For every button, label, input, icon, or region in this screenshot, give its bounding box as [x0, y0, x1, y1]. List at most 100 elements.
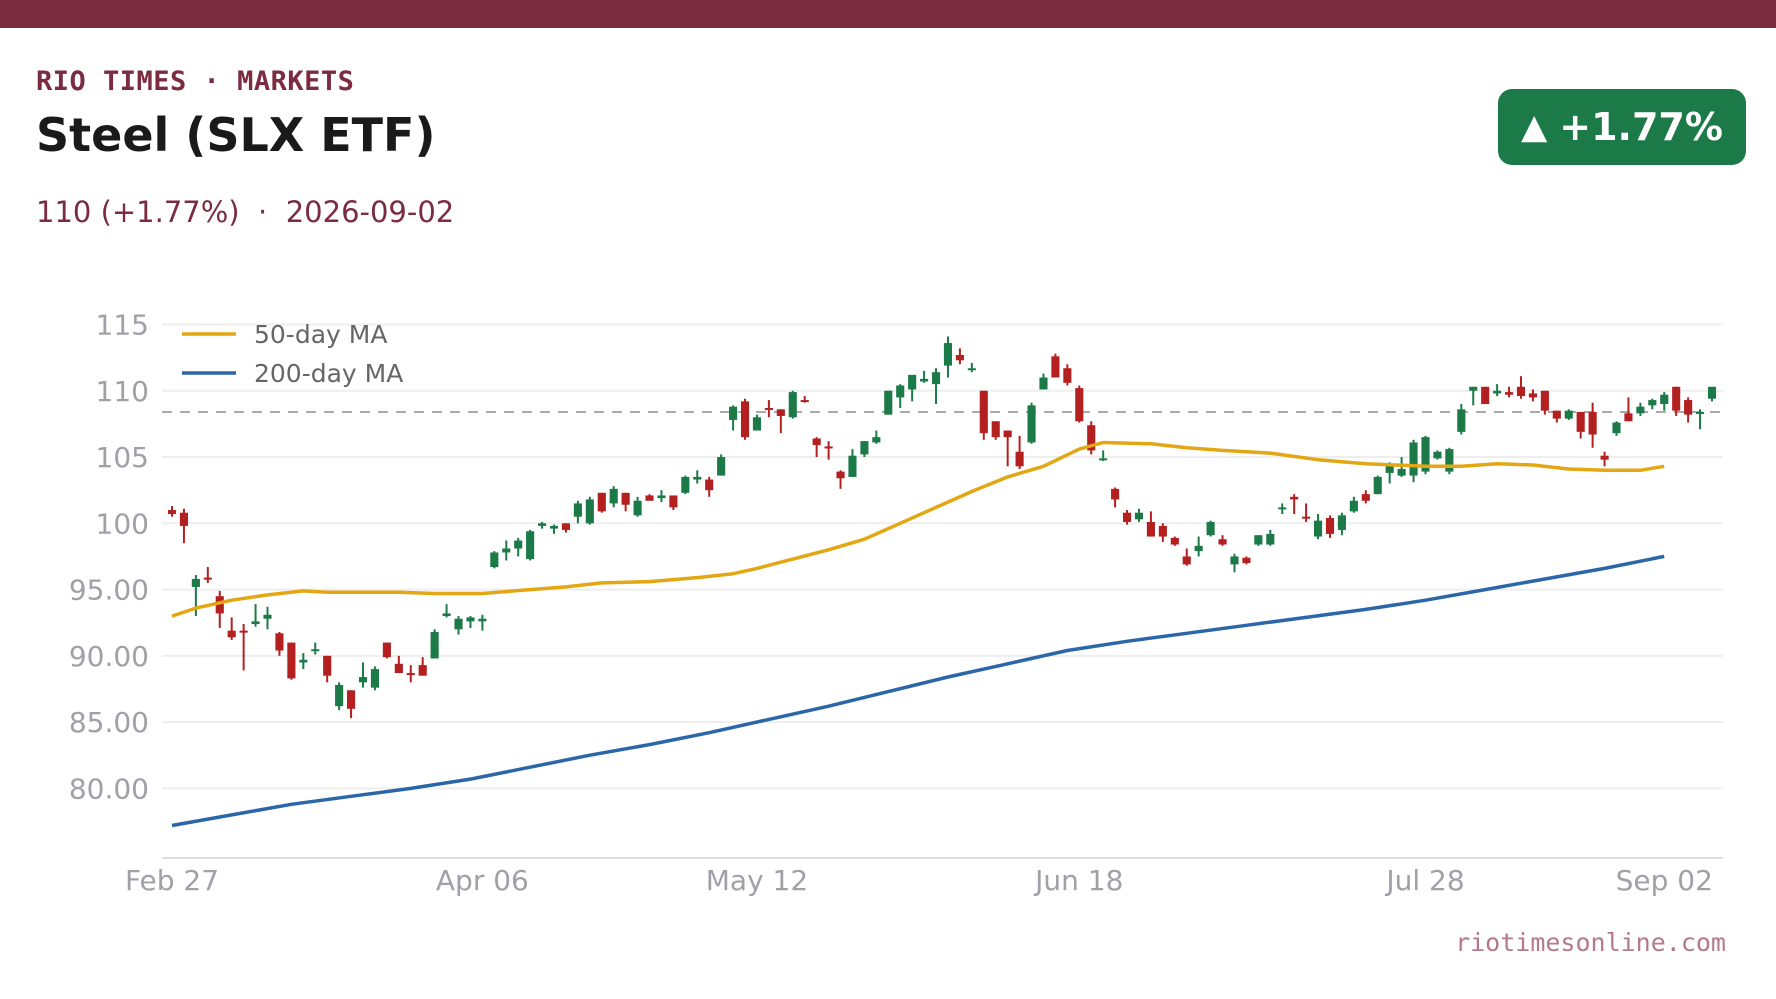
candle-up — [657, 490, 666, 503]
candle-down — [979, 390, 988, 440]
candle-body — [931, 372, 941, 385]
candle-body — [549, 525, 559, 529]
candle-down — [645, 494, 654, 501]
candle-body — [1660, 394, 1669, 405]
candle-body — [1564, 410, 1573, 419]
candle-body — [1445, 449, 1454, 472]
candle-down — [1600, 451, 1609, 467]
candle-up — [526, 529, 535, 561]
candle-body — [167, 510, 177, 515]
candle-body — [788, 392, 797, 418]
candle-up — [1313, 514, 1323, 540]
x-tick-label: Feb 27 — [125, 864, 219, 897]
candle-body — [538, 523, 547, 526]
candle-body — [466, 617, 475, 622]
candle-body — [729, 406, 738, 420]
x-tick-label: Sep 02 — [1616, 864, 1713, 897]
candle-body — [1337, 515, 1346, 530]
legend-ma50-label: 50-day MA — [254, 320, 387, 349]
candle-down — [1051, 353, 1060, 378]
candle-down — [669, 495, 678, 511]
candle-up — [633, 496, 642, 517]
candle-body — [526, 531, 535, 560]
candle-body — [1218, 539, 1227, 545]
candle-body — [1636, 406, 1645, 414]
candle-body — [1528, 393, 1537, 398]
candle-body — [836, 471, 845, 479]
candle-body — [1242, 557, 1251, 564]
candle-body — [1421, 437, 1430, 472]
candle-body — [991, 421, 1000, 438]
candle-body — [1015, 451, 1024, 467]
candle-body — [1409, 442, 1418, 476]
candle-body — [1099, 458, 1108, 461]
candle-body — [776, 409, 785, 416]
candle-body — [1612, 422, 1621, 434]
candle-body — [215, 596, 224, 614]
candle-body — [860, 441, 869, 455]
candle-body — [347, 690, 356, 709]
candle-up — [1612, 421, 1621, 436]
candle-up — [752, 414, 762, 431]
candle-down — [1624, 397, 1633, 422]
candle-down — [1075, 385, 1084, 423]
candle-body — [1230, 556, 1239, 565]
candle-body — [1588, 411, 1597, 435]
candle-body — [717, 457, 726, 476]
candle-down — [418, 657, 427, 676]
candle-body — [299, 659, 308, 663]
candle-up — [454, 616, 463, 635]
candle-down — [406, 665, 415, 683]
ma50-line — [171, 440, 1665, 618]
candle-up — [1636, 402, 1645, 416]
candle-up — [442, 604, 451, 618]
candle-down — [1111, 487, 1120, 508]
candle-up — [943, 336, 953, 378]
candle-body — [1385, 463, 1394, 473]
change-badge: ▲ +1.77% — [1498, 89, 1746, 165]
candle-body — [430, 631, 439, 659]
candle-body — [203, 577, 212, 580]
x-tick-label: Jul 28 — [1384, 864, 1464, 897]
candle-body — [896, 385, 905, 398]
candle-body — [1707, 386, 1717, 399]
candle-up — [502, 540, 511, 561]
candle-body — [812, 438, 821, 446]
candle-down — [1552, 410, 1561, 423]
candle-body — [1493, 390, 1502, 394]
candle-up — [1206, 520, 1215, 537]
publication-kicker: RIO TIMES · MARKETS — [36, 66, 355, 97]
candle-body — [1576, 411, 1585, 432]
candle-body — [573, 503, 582, 517]
ma200-line — [171, 554, 1665, 828]
y-tick-label: 100 — [96, 507, 149, 540]
candle-body — [1003, 430, 1012, 438]
candle-up — [1194, 536, 1203, 557]
y-tick-label: 105 — [96, 441, 149, 474]
legend-ma200-label: 200-day MA — [254, 359, 403, 388]
candle-body — [502, 548, 511, 553]
candle-down — [1576, 411, 1585, 439]
candle-up — [729, 405, 738, 431]
candle-up — [1648, 398, 1657, 410]
candle-body — [669, 495, 678, 508]
candle-down — [382, 642, 391, 659]
candle-down — [1540, 390, 1549, 415]
candle-down — [1516, 376, 1526, 399]
candle-body — [908, 374, 917, 390]
candle-body — [633, 500, 642, 516]
candle-down — [1361, 490, 1370, 504]
candle-body — [609, 488, 618, 504]
candle-body — [251, 621, 260, 625]
candle-up — [490, 551, 499, 569]
chart-legend: 50-day MA 200-day MA — [182, 320, 403, 388]
candle-up — [1707, 386, 1717, 402]
y-tick-label: 110 — [96, 375, 149, 408]
candle-body — [358, 677, 368, 683]
candle-body — [1373, 476, 1382, 495]
candle-body — [394, 663, 403, 674]
candle-down — [955, 348, 964, 365]
candle-up — [478, 614, 487, 631]
up-arrow-icon: ▲ — [1521, 107, 1548, 147]
candle-up — [693, 470, 702, 484]
